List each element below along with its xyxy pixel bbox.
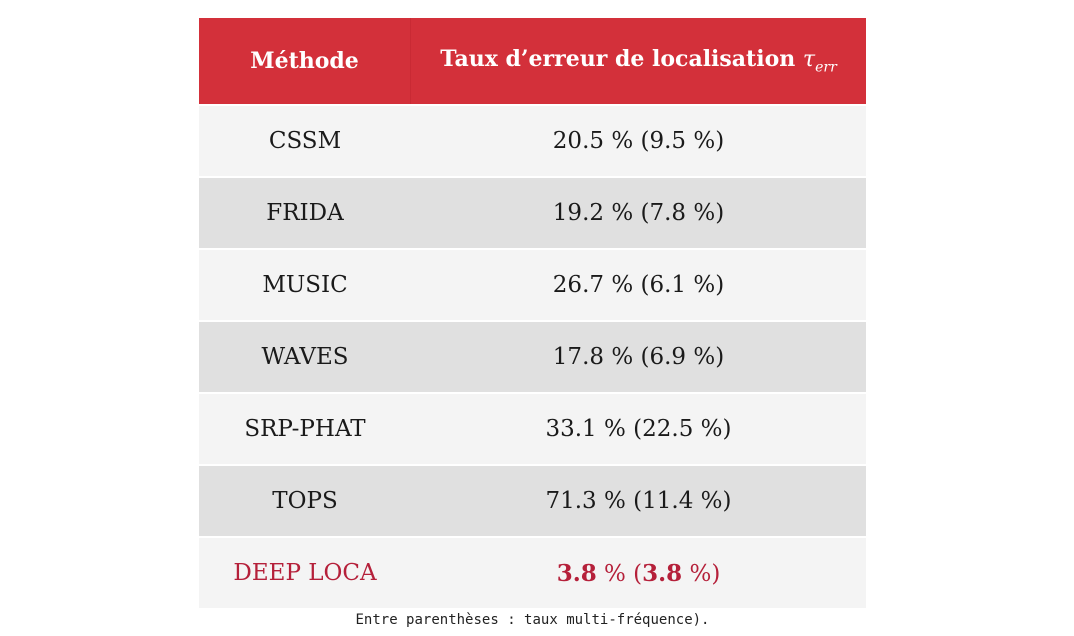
header-error-rate: Taux d’erreur de localisation τerr: [411, 18, 866, 104]
table-row: FRIDA 19.2 % (7.8 %): [199, 176, 866, 248]
header-error-rate-label: Taux d’erreur de localisation: [440, 46, 796, 73]
tau-subscript: err: [815, 59, 837, 76]
tau-letter: τ: [802, 47, 816, 73]
method-cell: SRP-PHAT: [199, 392, 411, 464]
method-cell: MUSIC: [199, 248, 411, 320]
header-row: Méthode Taux d’erreur de localisation τe…: [199, 18, 866, 104]
table-row: TOPS 71.3 % (11.4 %): [199, 464, 866, 536]
value-cell: 3.8 % (3.8 %): [411, 536, 866, 608]
method-cell: TOPS: [199, 464, 411, 536]
value-multi: 3.8: [642, 559, 683, 587]
table-row: SRP-PHAT 33.1 % (22.5 %): [199, 392, 866, 464]
value-cell: 17.8 % (6.9 %): [411, 320, 866, 392]
value-end: %): [682, 560, 721, 587]
method-cell: FRIDA: [199, 176, 411, 248]
table-row-highlighted: DEEP LOCA 3.8 % (3.8 %): [199, 536, 866, 608]
header-method: Méthode: [199, 18, 411, 104]
value-mid: % (: [596, 560, 643, 587]
table-row: MUSIC 26.7 % (6.1 %): [199, 248, 866, 320]
tau-symbol: τerr: [802, 47, 837, 75]
value-cell: 26.7 % (6.1 %): [411, 248, 866, 320]
value-cell: 71.3 % (11.4 %): [411, 464, 866, 536]
method-cell: CSSM: [199, 104, 411, 176]
table-row: CSSM 20.5 % (9.5 %): [199, 104, 866, 176]
value-main: 3.8: [556, 559, 597, 587]
results-table: Méthode Taux d’erreur de localisation τe…: [199, 18, 866, 608]
value-cell: 19.2 % (7.8 %): [411, 176, 866, 248]
method-cell: DEEP LOCA: [199, 536, 411, 608]
value-cell: 33.1 % (22.5 %): [411, 392, 866, 464]
table-footnote: Entre parenthèses : taux multi-fréquence…: [355, 612, 710, 628]
method-cell: WAVES: [199, 320, 411, 392]
table-row: WAVES 17.8 % (6.9 %): [199, 320, 866, 392]
value-cell: 20.5 % (9.5 %): [411, 104, 866, 176]
